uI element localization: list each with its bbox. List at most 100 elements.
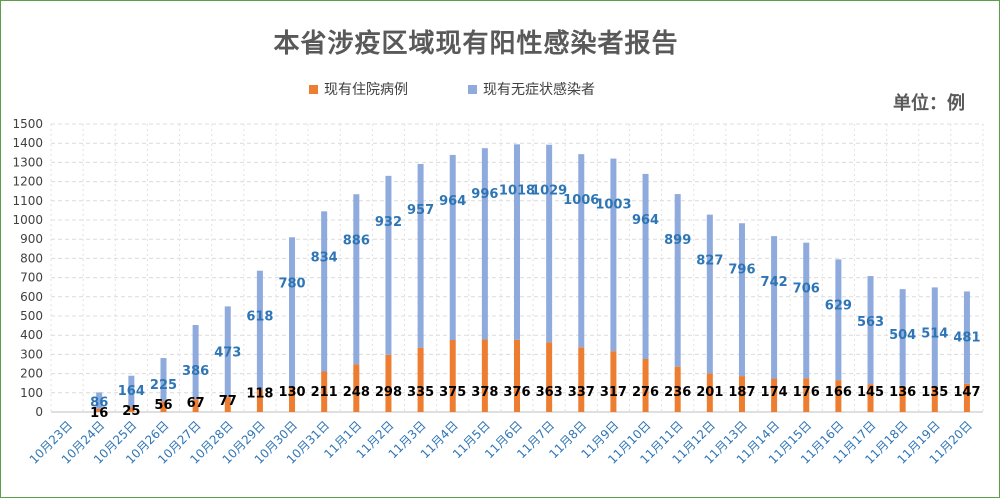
bar-asymptomatic-9 bbox=[353, 194, 360, 365]
bar-asymptomatic-26 bbox=[899, 289, 906, 386]
bar-asymptomatic-15 bbox=[546, 144, 553, 343]
data-label-asymptomatic: 386 bbox=[182, 364, 209, 379]
bar-asymptomatic-17 bbox=[610, 158, 617, 352]
bar-hospitalized-10 bbox=[385, 354, 392, 412]
bar-hospitalized-14 bbox=[514, 339, 520, 412]
bar-hospitalized-16 bbox=[578, 347, 585, 412]
data-label-hospitalized: 118 bbox=[246, 386, 273, 401]
data-label-hospitalized: 375 bbox=[439, 385, 466, 400]
y-tick-label: 1200 bbox=[12, 175, 43, 189]
bar-hospitalized-18 bbox=[642, 359, 649, 412]
data-label-asymptomatic: 886 bbox=[343, 233, 370, 248]
data-label-asymptomatic: 796 bbox=[728, 262, 755, 277]
bar-asymptomatic-19 bbox=[674, 194, 681, 367]
bar-asymptomatic-1 bbox=[96, 392, 103, 409]
y-tick-label: 900 bbox=[20, 232, 43, 246]
bar-asymptomatic-14 bbox=[514, 144, 520, 340]
bar-asymptomatic-7 bbox=[289, 237, 296, 388]
bar-asymptomatic-20 bbox=[706, 214, 713, 374]
bar-asymptomatic-2 bbox=[128, 375, 135, 408]
bar-hospitalized-8 bbox=[321, 371, 328, 412]
data-label-asymptomatic: 780 bbox=[278, 276, 305, 291]
data-label-asymptomatic: 964 bbox=[439, 194, 466, 209]
bar-hospitalized-4 bbox=[192, 399, 199, 412]
data-label-hospitalized: 363 bbox=[536, 385, 563, 400]
data-label-hospitalized: 187 bbox=[728, 385, 755, 400]
data-label-asymptomatic: 618 bbox=[246, 310, 273, 325]
data-label-asymptomatic: 629 bbox=[825, 298, 852, 313]
legend-swatch-asymptomatic bbox=[468, 84, 477, 94]
data-label-asymptomatic: 563 bbox=[857, 315, 884, 330]
legend-swatch-hospitalized bbox=[309, 84, 318, 94]
legend-label-hospitalized: 现有住院病例 bbox=[324, 82, 408, 98]
bar-hospitalized-13 bbox=[481, 339, 488, 412]
data-label-asymptomatic: 504 bbox=[889, 328, 916, 343]
data-label-asymptomatic: 742 bbox=[761, 275, 788, 290]
data-label-hospitalized: 135 bbox=[921, 385, 948, 400]
y-tick-label: 200 bbox=[20, 367, 43, 381]
data-label-asymptomatic: 225 bbox=[150, 378, 177, 393]
y-tick-label: 0 bbox=[35, 405, 43, 419]
data-label-hospitalized: 130 bbox=[278, 385, 305, 400]
bar-asymptomatic-13 bbox=[481, 148, 488, 340]
data-label-hospitalized: 16 bbox=[90, 406, 108, 421]
bar-hospitalized-20 bbox=[706, 373, 713, 412]
y-tick-label: 1500 bbox=[12, 117, 43, 131]
data-label-asymptomatic: 86 bbox=[90, 395, 108, 410]
data-label-hospitalized: 166 bbox=[825, 385, 852, 400]
y-tick-label: 1300 bbox=[12, 155, 43, 169]
bar-hospitalized-6 bbox=[256, 389, 263, 412]
data-label-asymptomatic: 964 bbox=[632, 213, 659, 228]
chart-title: 本省涉疫区域现有阳性感染者报告 bbox=[273, 29, 679, 59]
y-tick-label: 700 bbox=[20, 271, 43, 285]
y-tick-label: 1100 bbox=[12, 194, 43, 208]
data-label-asymptomatic: 834 bbox=[311, 250, 338, 265]
data-label-hospitalized: 25 bbox=[122, 404, 140, 419]
data-label-asymptomatic: 932 bbox=[375, 215, 402, 230]
bar-asymptomatic-28 bbox=[963, 291, 970, 384]
bar-asymptomatic-6 bbox=[256, 270, 263, 390]
bar-hospitalized-9 bbox=[353, 364, 360, 412]
unit-label: 单位：例 bbox=[893, 93, 965, 114]
data-label-asymptomatic: 1018 bbox=[499, 183, 535, 198]
data-label-asymptomatic: 1003 bbox=[595, 198, 631, 213]
data-label-asymptomatic: 827 bbox=[696, 254, 723, 269]
bar-asymptomatic-8 bbox=[321, 211, 328, 372]
data-label-hospitalized: 337 bbox=[568, 385, 595, 400]
bar-asymptomatic-23 bbox=[803, 242, 810, 379]
data-label-hospitalized: 376 bbox=[503, 385, 530, 400]
data-label-asymptomatic: 996 bbox=[471, 187, 498, 202]
legend-item-hospitalized: 现有住院病例 bbox=[309, 79, 408, 99]
data-label-hospitalized: 317 bbox=[600, 385, 627, 400]
y-tick-label: 800 bbox=[20, 251, 43, 265]
bar-hospitalized-26 bbox=[899, 385, 906, 412]
data-label-hospitalized: 211 bbox=[311, 385, 338, 400]
bar-asymptomatic-3 bbox=[160, 358, 167, 402]
data-label-hospitalized: 248 bbox=[343, 385, 370, 400]
data-label-hospitalized: 335 bbox=[407, 385, 434, 400]
data-label-hospitalized: 77 bbox=[219, 394, 237, 409]
data-label-hospitalized: 67 bbox=[187, 396, 205, 411]
legend: 现有住院病例 现有无症状感染者 bbox=[309, 79, 655, 99]
data-label-asymptomatic: 481 bbox=[953, 330, 980, 345]
bar-hospitalized-27 bbox=[931, 386, 938, 412]
data-label-hospitalized: 176 bbox=[793, 385, 820, 400]
bar-asymptomatic-25 bbox=[867, 276, 874, 385]
bar-asymptomatic-22 bbox=[771, 236, 778, 379]
data-label-hospitalized: 145 bbox=[857, 385, 884, 400]
y-tick-label: 400 bbox=[20, 328, 43, 342]
bar-hospitalized-24 bbox=[835, 380, 842, 412]
bar-hospitalized-12 bbox=[449, 340, 456, 412]
data-label-hospitalized: 298 bbox=[375, 385, 402, 400]
data-label-hospitalized: 378 bbox=[471, 385, 498, 400]
legend-item-asymptomatic: 现有无症状感染者 bbox=[468, 79, 595, 99]
data-label-hospitalized: 276 bbox=[632, 385, 659, 400]
bar-asymptomatic-24 bbox=[835, 259, 842, 381]
bar-hospitalized-28 bbox=[963, 383, 970, 412]
bar-hospitalized-7 bbox=[289, 387, 296, 412]
bar-hospitalized-2 bbox=[128, 407, 135, 412]
bar-asymptomatic-12 bbox=[449, 154, 456, 340]
bar-hospitalized-15 bbox=[546, 342, 553, 412]
data-label-hospitalized: 56 bbox=[154, 398, 172, 413]
